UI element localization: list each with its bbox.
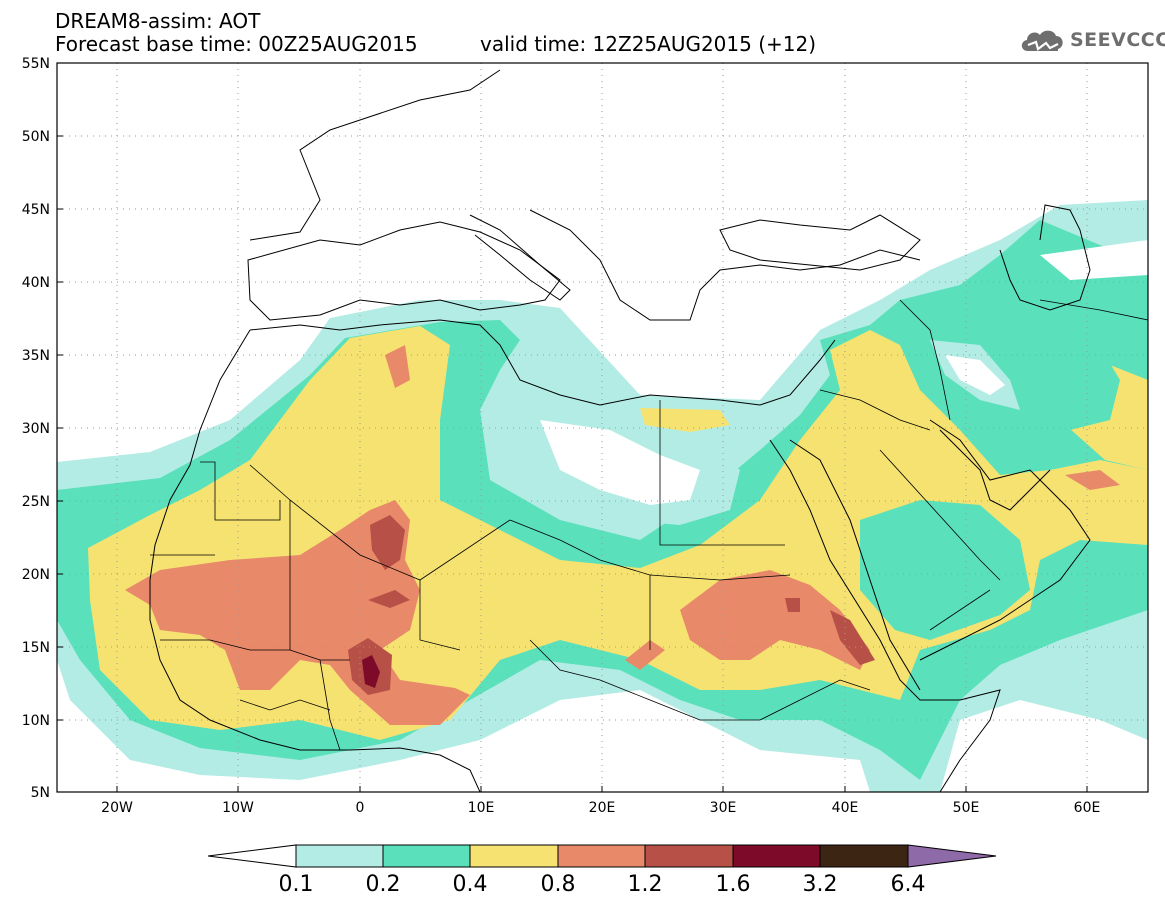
colorbar-label: 3.2 [802,872,838,897]
longitude-labels: 20W 10W 0 10E 20E 30E 40E 50E 60E [101,800,1100,816]
border-iran-iraq [899,299,1148,421]
border-mauritania [150,461,281,556]
colorbar-label: 0.2 [365,872,401,897]
borders [150,299,1148,751]
colorbar-swatch-0.8 [557,844,646,868]
aot-band-1.2-mali [368,590,410,608]
lat-label: 20N [22,567,50,583]
colorbar-swatch-1.2 [644,844,734,868]
map-title: DREAM8-assim: AOT [55,9,261,33]
aot-band-0.8-sudan [680,570,870,670]
colorbar-label: 0.8 [540,872,576,897]
axis-ticks [57,135,1088,792]
lon-label: 10E [468,800,495,816]
lon-label: 10W [222,800,254,816]
lat-label: 55N [22,56,50,72]
colorbar-label: 0.4 [452,872,488,897]
aot-band-1.2-red-sea [830,610,875,665]
coast-persian-gulf [939,429,1051,511]
cloud-icon [1021,30,1063,51]
lon-label: 50E [953,800,980,816]
coast-black-sea [719,214,921,271]
aot-band-0.2-arabia [860,500,1030,640]
colorbar-swatch-3.2 [819,844,909,868]
border-central-africa [529,639,871,721]
lon-label: 0 [356,800,365,816]
coast-west-africa [149,329,481,792]
border-libya-egypt [659,400,785,546]
clear-area-caspian [1040,240,1148,280]
aot-band-0.4-libya [640,408,730,432]
valid-time: valid time: 12Z25AUG2015 (+12) [480,32,817,56]
lon-label: 20E [589,800,616,816]
coast-caspian [999,204,1091,311]
lat-label: 15N [22,640,50,656]
coastlines [149,69,1091,792]
border-sahel [289,500,791,651]
colorbar-swatch-0.1 [295,844,384,868]
colorbar-swatch-1.6 [732,844,821,868]
lat-label: 30N [22,421,50,437]
colorbar-swatch-0.2 [382,844,471,868]
aot-band-0.8-ksa [1065,470,1120,490]
colorbar-high-end [907,844,997,868]
logo-text: SEEVCCC [1070,29,1165,51]
colorbar-label: 0.1 [278,872,314,897]
coast-red-sea [769,439,1001,792]
aot-band-0.8-chad [625,640,665,670]
lon-label: 20W [101,800,133,816]
lat-label: 35N [22,348,50,364]
border-arabia [819,389,1001,631]
lon-label: 30E [710,800,737,816]
coast-balkans [529,209,921,321]
border-west-africa [160,639,350,751]
latitude-labels: 55N 50N 45N 40N 35N 30N 25N 20N 15N 10N … [22,56,50,801]
coast-europe [247,69,561,321]
colorbar [207,844,997,868]
clear-area-iran [945,355,1005,395]
lon-label: 40E [832,800,859,816]
colorbar-label: 1.2 [627,872,663,897]
seevccc-logo: SEEVCCC [1018,25,1165,57]
lat-label: 50N [22,129,50,145]
aot-band-1.2 [370,515,405,570]
aot-band-1.6 [362,655,380,688]
lat-label: 25N [22,494,50,510]
lat-label: 10N [22,713,50,729]
forecast-base-time: Forecast base time: 00Z25AUG2015 [55,32,418,56]
colorbar-label: 6.4 [890,872,926,897]
aot-band-0.2-iran [960,310,1120,430]
colorbar-label: 1.6 [715,872,751,897]
lon-label: 60E [1074,800,1101,816]
coast-north-africa [249,319,836,406]
border-algeria-mali [249,464,511,581]
colorbar-low-end [207,844,297,868]
lat-label: 45N [22,202,50,218]
lat-label: 5N [31,785,50,801]
aot-band-0.8-north [385,345,410,388]
colorbar-swatch-0.4 [469,844,559,868]
lat-label: 40N [22,275,50,291]
aot-band-1.2-sudan [785,598,800,612]
coast-italy [469,214,571,301]
coast-arabia [789,419,1091,691]
